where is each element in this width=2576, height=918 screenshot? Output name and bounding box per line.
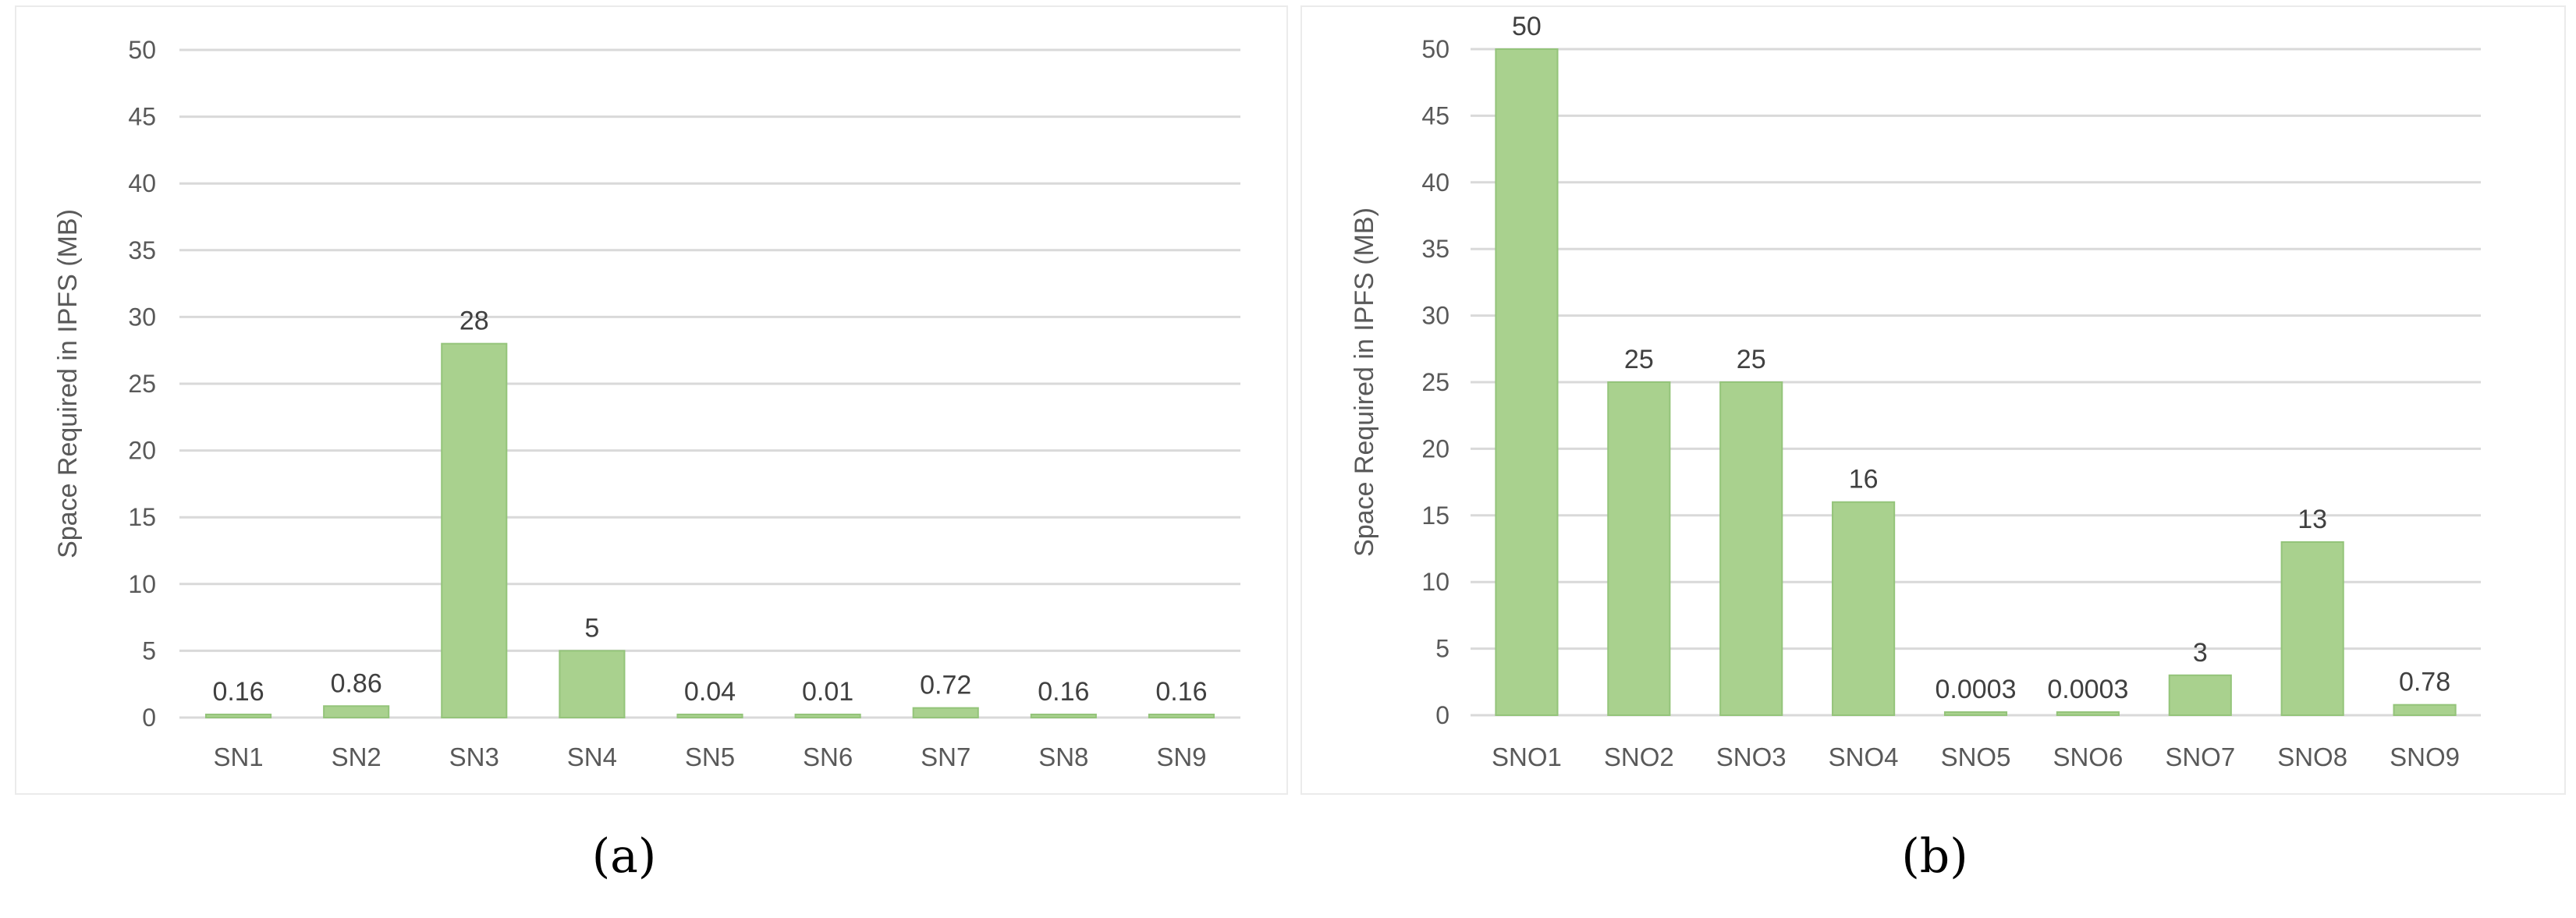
x-tick-label: SN4 <box>567 743 617 771</box>
data-label: 13 <box>2297 505 2327 534</box>
y-tick-label: 45 <box>128 103 156 131</box>
panel-caption: (b) <box>1901 829 1967 884</box>
bar <box>1495 48 1559 716</box>
y-tick-label: 20 <box>128 437 156 465</box>
y-tick-label: 25 <box>1421 368 1449 396</box>
y-tick-label: 0 <box>1435 701 1449 729</box>
x-tick-label: SNO4 <box>1829 743 1899 771</box>
chart-panel-a: 0 5 10 15 20 25 30 35 40 45 50 Space Required in IP… <box>15 5 1288 884</box>
bar <box>912 707 979 718</box>
bar <box>559 650 626 719</box>
x-tick-label: SNO9 <box>2390 743 2460 771</box>
y-tick-label: 20 <box>1421 434 1449 463</box>
y-tick-label: 45 <box>1421 101 1449 129</box>
x-tick-label: SN7 <box>921 743 970 771</box>
x-tick-label: SN2 <box>332 743 381 771</box>
y-tick-label: 10 <box>1421 568 1449 596</box>
y-tick-label: 35 <box>1421 235 1449 263</box>
y-tick-label: 50 <box>1421 35 1449 63</box>
chart-panel-b: 0 5 10 15 20 25 30 35 40 45 50 Space Required in IP… <box>1300 5 2566 884</box>
bar <box>2056 711 2120 716</box>
y-tick-label: 50 <box>128 36 156 64</box>
bar <box>2393 704 2457 717</box>
x-tick-label: SN1 <box>213 743 263 771</box>
panel-caption: (a) <box>592 829 657 884</box>
x-tick-label: SN6 <box>803 743 853 771</box>
data-label: 0.86 <box>331 668 382 698</box>
data-label: 28 <box>459 307 489 336</box>
y-axis-label: Space Required in IPFS (MB) <box>1350 207 1379 557</box>
data-label: 0.0003 <box>2047 675 2128 704</box>
bar <box>1943 711 2008 716</box>
y-tick-label: 10 <box>128 570 156 598</box>
y-tick-label: 5 <box>1435 635 1449 663</box>
y-tick-label: 30 <box>1421 302 1449 330</box>
data-label: 0.78 <box>2399 668 2450 697</box>
x-tick-label: SNO2 <box>1604 743 1674 771</box>
y-tick-label: 15 <box>1421 502 1449 530</box>
data-label: 16 <box>1849 465 1879 494</box>
y-axis-label: Space Required in IPFS (MB) <box>53 209 83 558</box>
y-tick-label: 35 <box>128 236 156 264</box>
x-tick-label: SN8 <box>1038 743 1088 771</box>
x-tick-label: SNO7 <box>2165 743 2235 771</box>
data-label: 25 <box>1624 345 1654 374</box>
x-tick-label: SN9 <box>1156 743 1206 771</box>
y-tick-label: 0 <box>142 704 156 732</box>
panel-frame <box>1300 5 2566 795</box>
x-tick-label: SN5 <box>685 743 735 771</box>
bar <box>2280 541 2344 717</box>
x-tick-label: SNO1 <box>1492 743 1562 771</box>
y-tick-label: 40 <box>128 169 156 197</box>
y-tick-label: 30 <box>128 303 156 331</box>
data-label: 0.0003 <box>1936 675 2017 704</box>
bar <box>794 714 861 718</box>
data-label: 0.01 <box>802 677 853 707</box>
bar <box>1148 714 1215 718</box>
x-tick-label: SNO8 <box>2277 743 2347 771</box>
data-label: 0.72 <box>920 671 971 700</box>
y-tick-label: 40 <box>1421 168 1449 197</box>
data-label: 0.16 <box>212 677 264 707</box>
data-label: 5 <box>584 613 599 643</box>
bar <box>1832 501 1896 716</box>
bar <box>1719 381 1783 716</box>
x-tick-label: SNO6 <box>2053 743 2123 771</box>
y-tick-label: 15 <box>128 503 156 531</box>
x-tick-label: SN3 <box>449 743 499 771</box>
y-tick-label: 25 <box>128 370 156 398</box>
bar <box>441 342 508 718</box>
data-label: 0.04 <box>684 677 736 707</box>
bar <box>205 714 272 718</box>
data-label: 0.16 <box>1038 677 1089 707</box>
panel-frame <box>15 5 1288 795</box>
y-tick-label: 5 <box>142 636 156 665</box>
bar <box>2168 674 2232 717</box>
data-label: 0.16 <box>1155 677 1207 707</box>
x-tick-label: SNO3 <box>1716 743 1787 771</box>
bar <box>1607 381 1671 716</box>
x-tick-label: SNO5 <box>1941 743 2011 771</box>
data-label: 50 <box>1512 12 1542 41</box>
data-label: 25 <box>1737 345 1766 374</box>
bar <box>1030 714 1097 718</box>
bar <box>676 714 743 718</box>
bar <box>323 705 390 718</box>
data-label: 3 <box>2193 638 2208 668</box>
